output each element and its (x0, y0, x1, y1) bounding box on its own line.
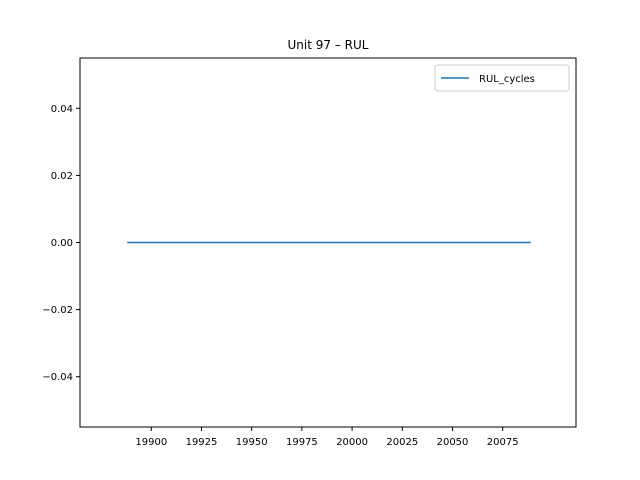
y-tick-label: 0.00 (51, 238, 73, 249)
x-tick-label: 20000 (336, 437, 368, 448)
x-tick-label: 19975 (286, 437, 318, 448)
y-tick-label: −0.02 (42, 305, 73, 316)
x-tick-label: 19900 (135, 437, 167, 448)
y-axis: −0.04 −0.02 0.00 0.02 0.04 (42, 104, 80, 383)
legend-label: RUL_cycles (479, 74, 535, 85)
legend: RUL_cycles (434, 64, 570, 92)
y-tick-label: 0.02 (51, 171, 73, 182)
x-axis: 19900 19925 19950 19975 20000 20025 20050 20075 (135, 427, 519, 448)
plot-area-frame (79, 57, 577, 428)
y-tick-label: 0.04 (51, 104, 73, 115)
x-tick-label: 19925 (186, 437, 218, 448)
chart-title: Unit 97 – RUL (288, 38, 369, 52)
x-tick-label: 19950 (236, 437, 268, 448)
y-tick-label: −0.04 (42, 372, 73, 383)
x-tick-label: 20025 (386, 437, 418, 448)
legend-box (434, 64, 570, 92)
x-tick-label: 20075 (487, 437, 519, 448)
x-tick-label: 20050 (437, 437, 469, 448)
